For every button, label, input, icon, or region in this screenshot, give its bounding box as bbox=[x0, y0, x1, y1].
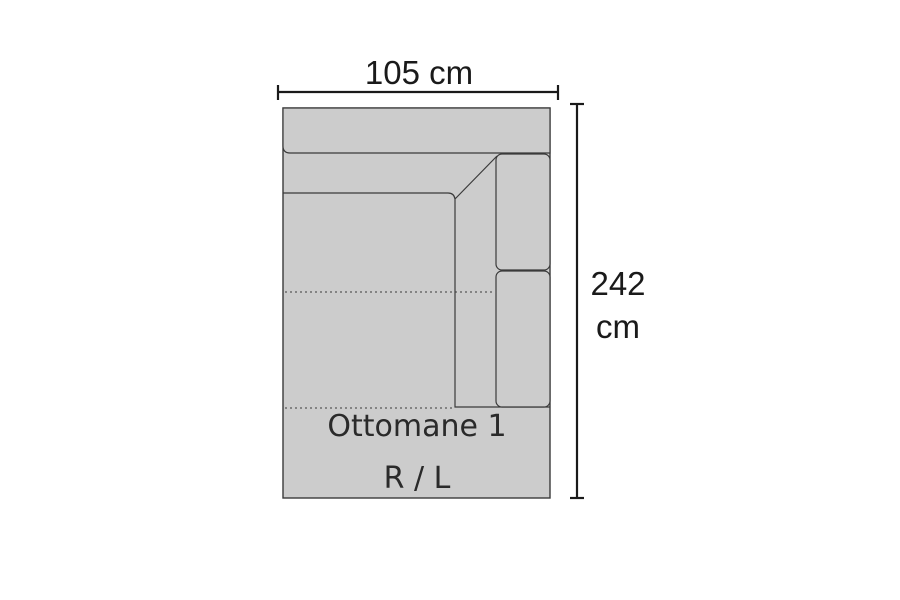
height-unit: cm bbox=[596, 308, 640, 345]
width-dimension-line bbox=[276, 85, 560, 100]
backrest bbox=[282, 107, 551, 154]
module-name: Ottomane 1 bbox=[327, 409, 507, 444]
height-value: 242 bbox=[590, 265, 646, 302]
width-label: 105 cm bbox=[364, 54, 474, 91]
seat-back-cushion bbox=[283, 192, 456, 200]
height-label: 242 cm bbox=[572, 262, 664, 348]
armrest-upper-cushion bbox=[495, 153, 551, 271]
module-side: R / L bbox=[383, 461, 451, 496]
height-dimension-line bbox=[570, 102, 584, 500]
armrest-lower-cushion bbox=[495, 270, 551, 408]
